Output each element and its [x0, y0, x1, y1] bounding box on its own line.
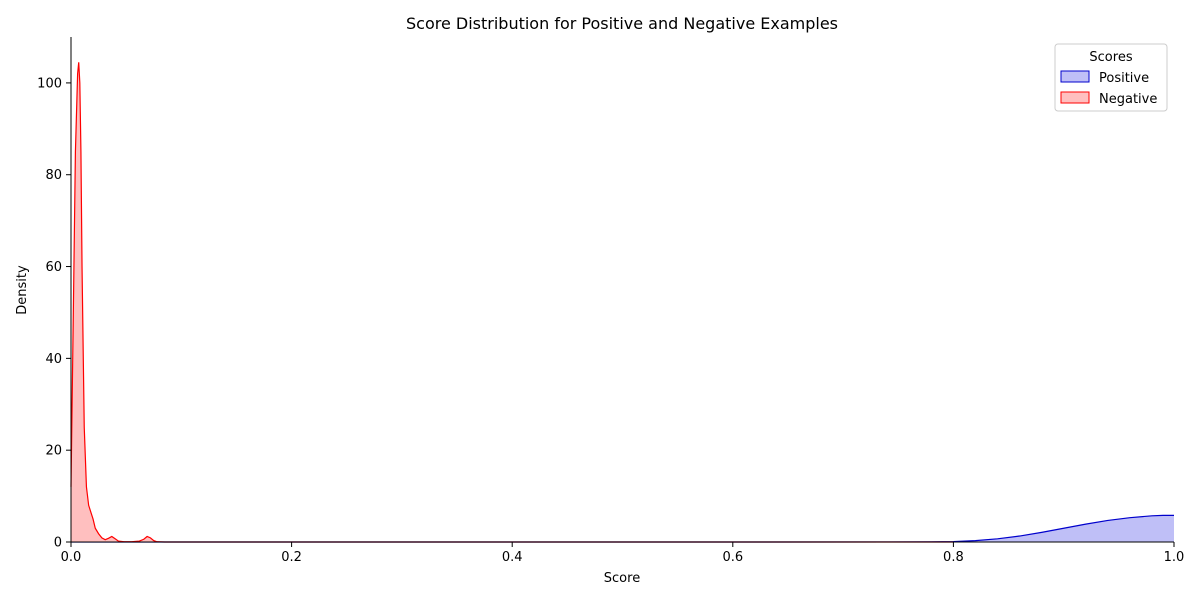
legend-title: Scores — [1089, 50, 1132, 65]
y-tick-label: 100 — [37, 76, 62, 91]
x-tick-label: 0.2 — [281, 550, 302, 565]
legend-swatch-negative — [1060, 91, 1090, 104]
chart-title: Score Distribution for Positive and Nega… — [406, 14, 838, 33]
y-tick-label: 0 — [54, 536, 62, 551]
density-line-positive — [71, 514, 1174, 543]
x-tick-label: 0.6 — [722, 550, 743, 565]
y-tick-label: 40 — [45, 352, 62, 367]
y-tick-label: 60 — [45, 260, 62, 275]
density-line-negative — [70, 62, 954, 543]
y-ticks: 0 20 40 60 80 100 — [37, 76, 71, 551]
legend-label-negative: Negative — [1099, 92, 1157, 107]
x-tick-label: 0.0 — [61, 550, 82, 565]
x-axis-label: Score — [604, 571, 640, 586]
x-tick-label: 0.4 — [502, 550, 523, 565]
legend-label-positive: Positive — [1099, 71, 1149, 86]
legend-swatch-positive — [1060, 70, 1090, 83]
plot-area — [70, 62, 1174, 543]
x-tick-label: 0.8 — [943, 550, 964, 565]
y-tick-label: 80 — [45, 168, 62, 183]
y-axis-label: Density — [15, 265, 30, 315]
density-area-positive — [71, 515, 1174, 542]
x-ticks: 0.0 0.2 0.4 0.6 0.8 1.0 — [61, 542, 1185, 565]
density-area-negative — [71, 62, 954, 542]
x-tick-label: 1.0 — [1164, 550, 1185, 565]
legend: Scores Positive Negative — [1054, 43, 1168, 112]
y-tick-label: 20 — [45, 444, 62, 459]
